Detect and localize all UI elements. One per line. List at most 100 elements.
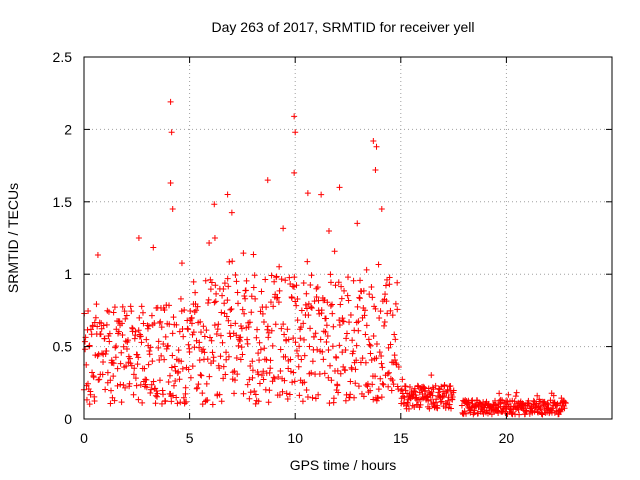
data-point <box>336 184 343 191</box>
data-point <box>247 363 254 370</box>
data-point <box>240 390 247 397</box>
data-point <box>208 279 215 286</box>
data-point <box>167 179 174 186</box>
data-point <box>201 349 208 356</box>
data-point <box>353 342 360 349</box>
data-point <box>288 294 295 301</box>
data-point <box>375 386 382 393</box>
data-point <box>279 388 286 395</box>
data-point <box>199 401 206 408</box>
data-point <box>223 349 230 356</box>
data-point <box>143 384 150 391</box>
y-axis-title: SRMTID / TECUs <box>5 183 21 293</box>
data-point <box>378 353 385 360</box>
data-point <box>227 333 234 340</box>
data-point <box>394 383 401 390</box>
data-point <box>278 276 285 283</box>
data-point <box>287 356 294 363</box>
data-point <box>496 390 503 397</box>
data-point <box>231 377 238 384</box>
data-point <box>204 397 211 404</box>
data-point <box>283 390 290 397</box>
data-point <box>240 250 247 257</box>
data-point <box>554 400 561 407</box>
data-point <box>390 381 397 388</box>
data-point <box>299 398 306 405</box>
data-point <box>203 327 210 334</box>
data-point <box>448 405 455 412</box>
data-point <box>87 391 94 398</box>
data-point <box>132 375 139 382</box>
data-point <box>386 281 393 288</box>
data-point <box>544 400 551 407</box>
data-point <box>378 206 385 213</box>
data-point <box>311 333 318 340</box>
data-point <box>296 392 303 399</box>
data-point <box>290 369 297 376</box>
data-point <box>282 277 289 284</box>
data-point <box>210 354 217 361</box>
data-point <box>94 323 101 330</box>
data-point <box>188 320 195 327</box>
data-point <box>450 387 457 394</box>
data-point <box>248 293 255 300</box>
data-point <box>312 395 319 402</box>
data-point <box>161 356 168 363</box>
data-point <box>361 312 368 319</box>
data-point <box>330 395 337 402</box>
data-point <box>290 335 297 342</box>
data-point <box>382 282 389 289</box>
data-point <box>324 299 331 306</box>
data-point <box>260 319 267 326</box>
data-point <box>276 287 283 294</box>
data-point <box>375 395 382 402</box>
data-point <box>106 330 113 337</box>
data-point <box>318 191 325 198</box>
data-point <box>138 339 145 346</box>
data-point <box>303 386 310 393</box>
data-point <box>561 405 568 412</box>
data-point <box>197 371 204 378</box>
data-point <box>351 394 358 401</box>
data-point <box>355 383 362 390</box>
data-point <box>318 307 325 314</box>
data-point <box>286 391 293 398</box>
data-point <box>312 330 319 337</box>
data-point <box>252 400 259 407</box>
data-point <box>244 340 251 347</box>
data-point <box>376 349 383 356</box>
data-point <box>231 390 238 397</box>
data-point <box>107 400 114 407</box>
data-point <box>255 371 262 378</box>
data-point <box>188 314 195 321</box>
data-point <box>241 310 248 317</box>
data-point <box>135 354 142 361</box>
data-point <box>443 390 450 397</box>
data-point <box>339 349 346 356</box>
data-point <box>212 298 219 305</box>
data-point <box>238 325 245 332</box>
data-point <box>378 394 385 401</box>
data-point <box>123 346 130 352</box>
data-point <box>158 324 165 331</box>
data-point <box>193 385 200 392</box>
data-point <box>225 283 232 290</box>
data-point <box>221 280 228 287</box>
data-point <box>298 307 305 314</box>
data-point <box>102 386 109 393</box>
data-point <box>220 375 227 382</box>
data-point <box>111 397 118 404</box>
data-point <box>512 393 519 400</box>
data-point <box>272 321 279 328</box>
data-point <box>92 314 99 321</box>
data-point <box>84 326 91 333</box>
data-point <box>294 317 301 324</box>
data-point <box>183 398 190 405</box>
data-point <box>99 371 106 378</box>
data-point <box>297 335 304 342</box>
data-point <box>294 296 301 303</box>
data-point <box>439 394 446 401</box>
data-point <box>273 295 280 302</box>
data-point <box>140 320 147 327</box>
